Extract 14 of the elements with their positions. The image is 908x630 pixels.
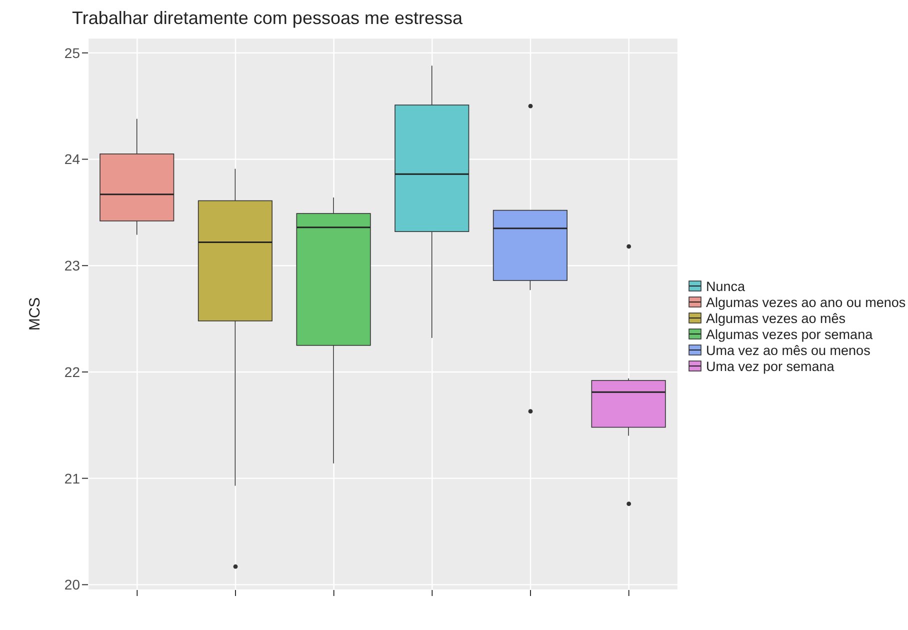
y-tick-label: 21 xyxy=(64,470,80,486)
y-axis-title: MCS xyxy=(26,297,44,331)
legend-label: Nunca xyxy=(706,278,746,294)
legend-label: Algumas vezes ao mês xyxy=(706,310,846,326)
legend-label: Uma vez por semana xyxy=(706,358,834,374)
y-tick-label: 24 xyxy=(64,151,80,168)
legend-label: Algumas vezes ao ano ou menos xyxy=(706,294,906,310)
legend-label: Algumas vezes por semana xyxy=(706,326,873,342)
chart-title: Trabalhar diretamente com pessoas me estressa xyxy=(72,8,463,29)
y-tick-label: 23 xyxy=(64,258,80,274)
y-tick-label: 22 xyxy=(64,364,80,380)
y-tick-label: 25 xyxy=(64,44,80,61)
y-tick-label: 20 xyxy=(64,576,80,593)
legend-label: Uma vez ao mês ou menos xyxy=(706,342,870,358)
